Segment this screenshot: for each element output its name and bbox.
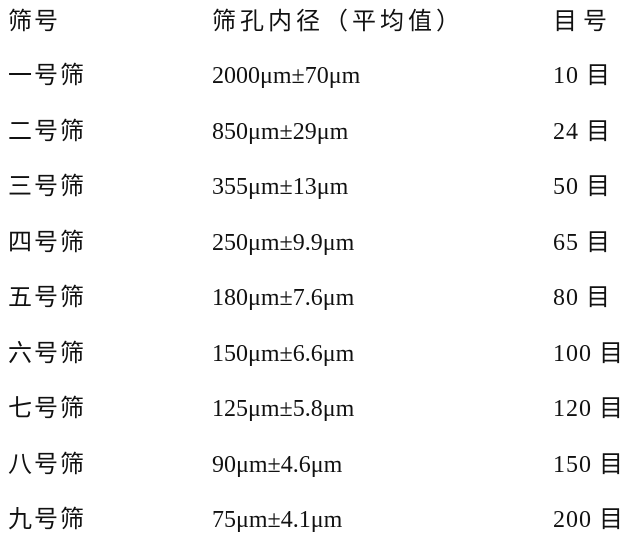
cell-aperture: 2000μm±70μm — [212, 63, 361, 89]
cell-aperture: 850μm±29μm — [212, 118, 349, 145]
cell-mesh: 80 目 — [553, 285, 611, 311]
cell-aperture: 125μm±5.8μm — [212, 396, 355, 422]
cell-sieve-number: 一号筛 — [8, 63, 86, 89]
table-header: 筛号 筛孔内径（平均值） 目号 — [0, 2, 638, 42]
cell-sieve-number: 六号筛 — [8, 340, 86, 367]
table-row: 四号筛 250μm±9.9μm 65 目 — [0, 223, 638, 263]
cell-mesh: 50 目 — [553, 174, 611, 200]
cell-sieve-number: 七号筛 — [8, 396, 86, 422]
header-aperture: 筛孔内径（平均值） — [212, 9, 464, 35]
cell-aperture: 355μm±13μm — [212, 174, 349, 200]
cell-sieve-number: 九号筛 — [8, 507, 86, 533]
cell-aperture: 150μm±6.6μm — [212, 340, 355, 367]
cell-sieve-number: 五号筛 — [8, 285, 86, 311]
header-sieve-number: 筛号 — [8, 9, 60, 35]
table-row: 七号筛 125μm±5.8μm 120 目 — [0, 389, 638, 429]
cell-aperture: 250μm±9.9μm — [212, 229, 355, 256]
cell-sieve-number: 二号筛 — [8, 118, 86, 145]
cell-mesh: 200 目 — [553, 507, 624, 533]
table-row: 二号筛 850μm±29μm 24 目 — [0, 112, 638, 152]
table-row: 六号筛 150μm±6.6μm 100 目 — [0, 334, 638, 374]
cell-mesh: 65 目 — [553, 229, 611, 256]
table-row: 八号筛 90μm±4.6μm 150 目 — [0, 445, 638, 485]
table-row: 三号筛 355μm±13μm 50 目 — [0, 167, 638, 207]
cell-mesh: 120 目 — [553, 396, 624, 422]
cell-mesh: 100 目 — [553, 340, 624, 367]
cell-sieve-number: 三号筛 — [8, 174, 86, 200]
cell-aperture: 180μm±7.6μm — [212, 285, 355, 311]
cell-aperture: 75μm±4.1μm — [212, 507, 343, 533]
header-mesh: 目号 — [553, 9, 613, 35]
cell-aperture: 90μm±4.6μm — [212, 451, 343, 478]
cell-sieve-number: 四号筛 — [8, 229, 86, 256]
cell-mesh: 24 目 — [553, 118, 611, 145]
cell-sieve-number: 八号筛 — [8, 451, 86, 478]
table-row: 九号筛 75μm±4.1μm 200 目 — [0, 500, 638, 540]
table-row: 一号筛 2000μm±70μm 10 目 — [0, 56, 638, 96]
table-row: 五号筛 180μm±7.6μm 80 目 — [0, 278, 638, 318]
cell-mesh: 150 目 — [553, 451, 624, 478]
cell-mesh: 10 目 — [553, 63, 611, 89]
